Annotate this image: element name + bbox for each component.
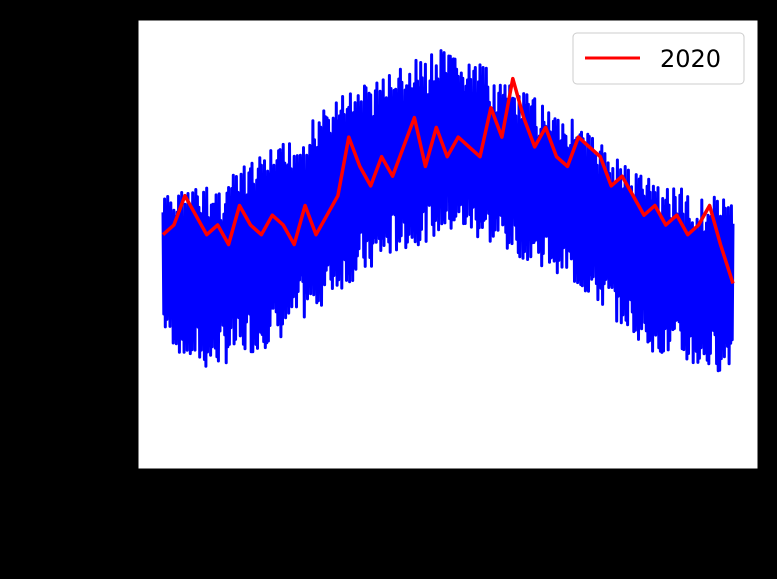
series-historical-band — [161, 49, 735, 373]
legend-label-2020: 2020 — [660, 45, 721, 73]
plot-layer — [161, 49, 735, 373]
series-2020-line — [161, 76, 735, 285]
legend-box — [572, 32, 745, 85]
legend: 2020 — [572, 32, 745, 85]
